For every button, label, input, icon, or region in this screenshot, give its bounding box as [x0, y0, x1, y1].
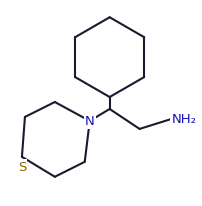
Text: S: S [18, 160, 26, 173]
Text: NH₂: NH₂ [171, 113, 196, 126]
Text: N: N [84, 115, 94, 128]
